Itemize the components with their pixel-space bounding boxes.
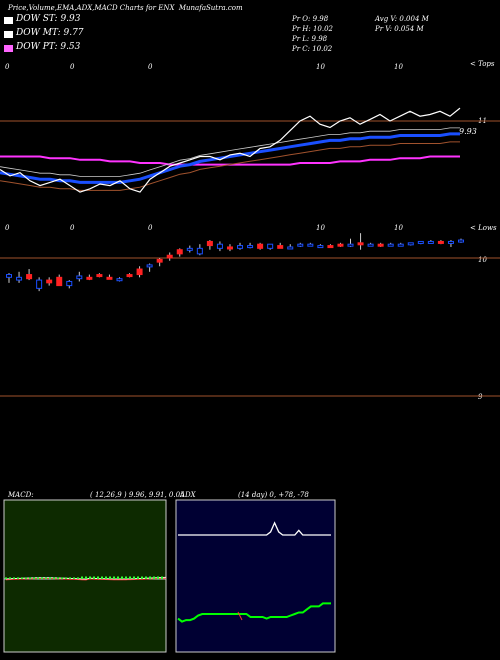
ema-series-line [0,107,461,193]
candle-body [447,240,454,244]
adx-red-mark [237,611,243,621]
candle-body [26,274,33,280]
candle-body [206,240,213,247]
ema-band-line [0,127,460,177]
candle-body [427,240,434,244]
candle-body [156,258,163,263]
candle-body [76,275,83,280]
candle-body [6,274,12,278]
legend-dow-pt: DOW PT: 9.53 [16,42,81,52]
candle-body [106,276,113,280]
candle-body [96,274,103,278]
candle-body [166,254,173,259]
macd-panel-bg [3,499,167,653]
legend-swatch-pt [4,45,13,52]
candle-body [347,243,354,247]
candle-body [307,243,314,247]
adx-label: ADX [180,491,196,499]
adx-panel-bg [175,499,336,653]
candle-body [367,243,374,247]
candle-body [458,239,464,243]
adx-series-line [178,521,331,536]
candle-body [287,246,294,250]
candle-body [237,245,244,249]
candle-body [387,243,394,247]
candle-body [377,243,384,247]
date-label: 0 [148,224,153,232]
candle-body [146,264,153,268]
candle-body [297,243,304,247]
legend-dow-mt: DOW MT: 9.77 [16,28,84,38]
stat-close: Pr C: 10.02 [292,45,333,53]
candle-body [216,243,223,249]
date-label: 10 [394,63,403,71]
adx-params: (14 day) 0, +78, -78 [238,491,309,499]
macd-label: MACD: [8,491,34,499]
macd-params: ( 12,26,9 ) 9.96, 9.91, 0.05 [90,491,185,499]
price-label-10: 10 [478,256,487,264]
candle-body [267,243,274,249]
candle-body [257,243,264,249]
candle-body [36,279,43,289]
candle-body [136,268,143,276]
stat-volume: Pr V: 0.054 M [375,25,424,33]
date-label: 0 [148,63,153,71]
candle-body [277,245,284,249]
candle-body [417,240,424,244]
candle-body [337,243,344,247]
adx-series-line [177,602,331,623]
tops-label: < Tops [470,60,495,68]
stat-high: Pr H: 10.02 [292,25,334,33]
date-label: 10 [316,224,325,232]
legend-swatch-st [4,17,13,24]
date-label: 0 [5,63,10,71]
candle-body [176,249,183,255]
candle-body [56,276,63,287]
candle-body [397,243,404,247]
candle-body [247,245,254,249]
ema-band-line [0,141,460,191]
legend-swatch-mt [4,31,13,38]
candle-body [327,245,334,249]
candle-body [226,246,233,250]
candle-body [196,247,203,255]
candle-body [46,279,53,284]
candle-body [116,278,123,282]
chart-title: Price,Volume,EMA,ADX,MACD Charts for ENX… [8,4,243,12]
date-label: 10 [394,224,403,232]
candle-body [407,242,414,246]
date-label: 10 [316,63,325,71]
candle-body [86,276,93,280]
macd-line [5,576,167,580]
stat-low: Pr L: 9.98 [292,35,328,43]
candle-body [357,242,364,246]
last-ema-label: 9.93 [459,127,477,136]
ema-series-line [0,132,460,184]
date-label: 0 [5,224,10,232]
legend-dow-st: DOW ST: 9.93 [16,14,81,24]
candle-body [317,245,324,249]
date-label: 0 [70,63,75,71]
lows-label: < Lows [470,224,497,232]
date-label: 0 [70,224,75,232]
macd-signal-line [5,577,167,581]
candle-body [66,280,73,287]
stat-open: Pr O: 9.98 [292,15,329,23]
candle-body [16,276,23,281]
candle-body [437,240,444,244]
candle-body [186,247,193,251]
price-label-9: 9 [478,393,483,401]
candle-body [126,274,133,278]
stat-avg-volume: Avg V: 0.004 M [375,15,429,23]
